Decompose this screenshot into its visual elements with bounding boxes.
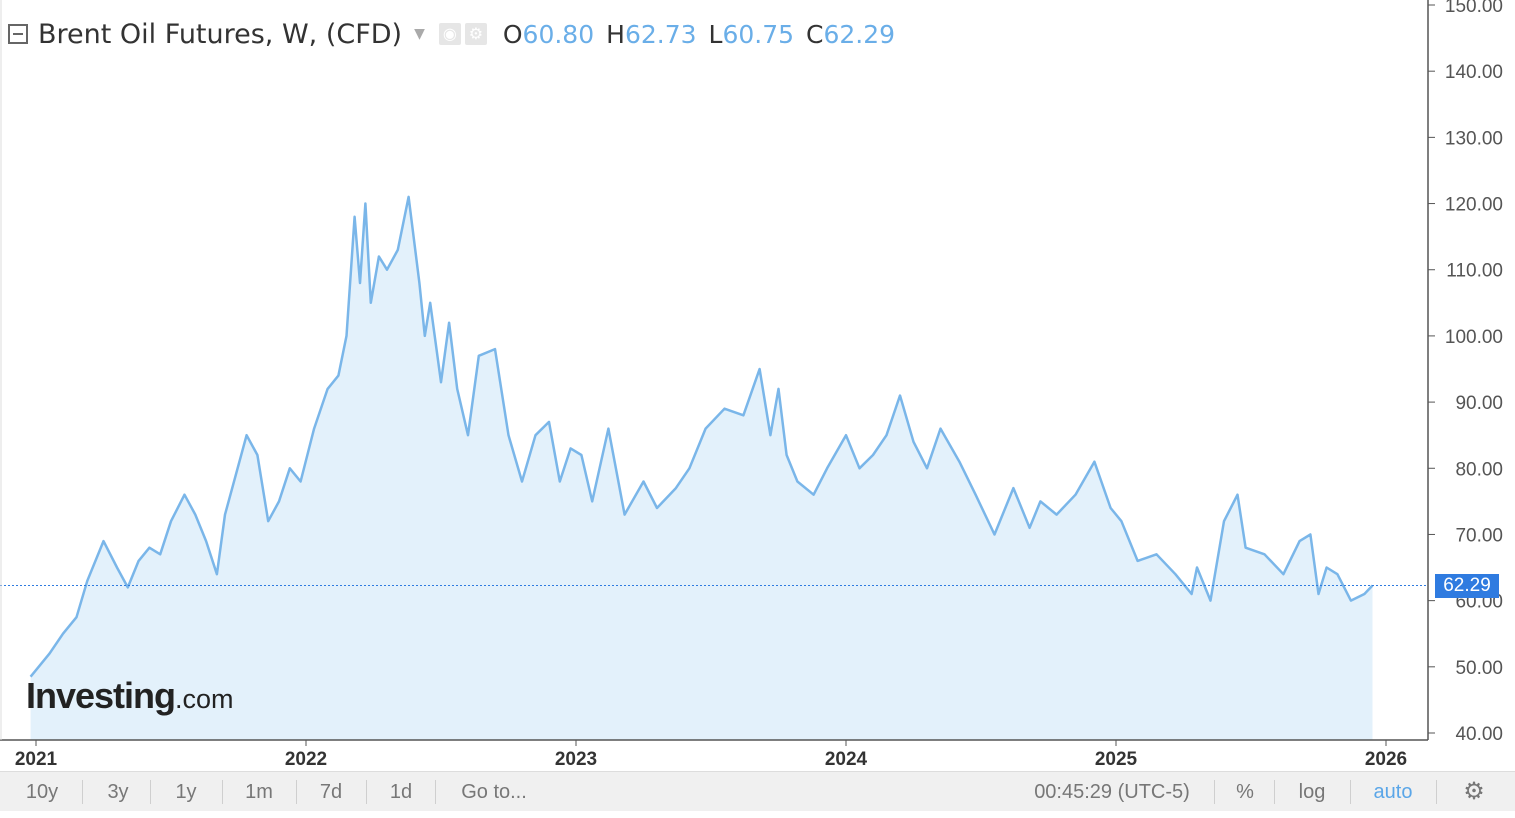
open-label: O — [502, 19, 523, 49]
y-tick-label: 90.00 — [1455, 393, 1503, 414]
close-value: 62.29 — [823, 19, 896, 49]
investing-logo: Investing.com — [26, 675, 234, 717]
range-1y-button[interactable]: 1y — [175, 781, 197, 803]
y-tick-label: 50.00 — [1455, 658, 1503, 679]
x-tick-label: 2023 — [555, 749, 597, 770]
logo-main: Investing — [26, 675, 176, 716]
price-line — [29, 195, 1374, 678]
x-tick-label: 2024 — [825, 749, 868, 770]
y-tick-label: 120.00 — [1445, 195, 1503, 216]
auto-toggle[interactable]: auto — [1373, 781, 1413, 803]
range-3y-button[interactable]: 3y — [107, 781, 129, 803]
range-7d-button[interactable]: 7d — [319, 781, 343, 803]
x-tick-label: 2026 — [1365, 749, 1407, 770]
goto-button[interactable]: Go to... — [461, 781, 527, 803]
x-tick-label: 2021 — [15, 749, 58, 770]
y-tick-label: 110.00 — [1446, 261, 1503, 282]
high-value: 62.73 — [624, 19, 697, 49]
low-label: L — [708, 19, 723, 49]
settings-icon[interactable]: ⚙ — [464, 23, 487, 45]
high-label: H — [606, 19, 625, 49]
x-axis[interactable]: 2021 2022 2023 2024 2025 2026 — [15, 740, 1407, 770]
y-tick-label: 70.00 — [1455, 525, 1503, 546]
y-axis[interactable]: 40.0050.0060.0070.0080.0090.00100.00110.… — [1428, 0, 1503, 745]
x-tick-label: 2022 — [285, 749, 327, 770]
y-tick-label: 130.00 — [1445, 128, 1503, 149]
log-toggle[interactable]: log — [1298, 781, 1326, 803]
eye-icon[interactable]: ◉ — [438, 23, 461, 45]
chevron-down-icon[interactable]: ▼ — [414, 26, 425, 42]
timezone-button[interactable]: 00:45:29 (UTC-5) — [1034, 781, 1190, 803]
percent-toggle[interactable]: % — [1236, 781, 1254, 803]
low-value: 60.75 — [722, 19, 795, 49]
current-price-badge: 62.29 — [1435, 574, 1499, 598]
range-10y-button[interactable]: 10y — [25, 781, 59, 803]
logo-sub: .com — [175, 684, 234, 714]
chart-title[interactable]: Brent Oil Futures, W, (CFD) — [38, 18, 403, 50]
range-1m-button[interactable]: 1m — [245, 781, 273, 803]
chart-legend: Brent Oil Futures, W, (CFD) ▼ ◉ ⚙ O 60.80… — [8, 16, 895, 52]
range-1d-button[interactable]: 1d — [389, 781, 413, 803]
close-label: C — [806, 19, 824, 49]
settings-gear-icon[interactable]: ⚙ — [1463, 778, 1485, 805]
x-tick-label: 2025 — [1095, 749, 1138, 770]
chart-toolbar: 10y 3y 1y 1m 7d 1d Go to... 00:45:29 (UT… — [0, 771, 1515, 812]
open-value: 60.80 — [522, 19, 595, 49]
collapse-icon[interactable] — [8, 24, 28, 44]
y-tick-label: 80.00 — [1455, 459, 1503, 480]
y-tick-label: 140.00 — [1445, 62, 1503, 83]
y-tick-label: 40.00 — [1455, 724, 1503, 745]
price-area-fill — [30, 196, 1373, 740]
y-tick-label: 150.00 — [1445, 0, 1503, 17]
y-tick-label: 100.00 — [1445, 327, 1503, 348]
